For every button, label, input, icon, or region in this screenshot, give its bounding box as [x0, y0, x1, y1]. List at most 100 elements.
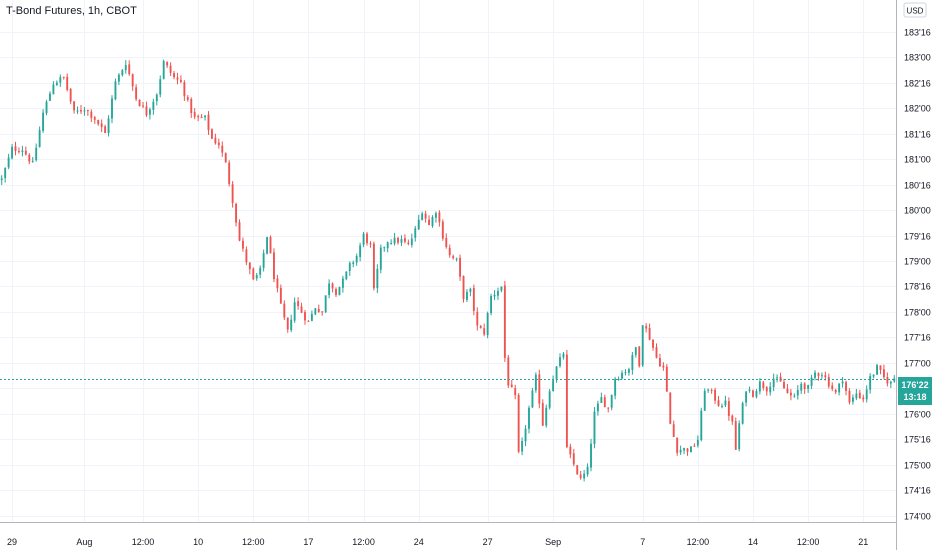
- candle-body: [858, 392, 861, 399]
- candle-body: [314, 308, 317, 315]
- x-tick-label: 12:00: [687, 537, 710, 547]
- candle-body: [548, 391, 551, 408]
- candle-body: [379, 247, 382, 270]
- candle-body: [80, 109, 82, 112]
- grid-layer: [0, 0, 896, 522]
- candle-body: [514, 388, 517, 396]
- candle-body: [555, 366, 558, 380]
- candle-body: [35, 147, 38, 161]
- x-tick-label: 12:00: [132, 537, 155, 547]
- candle-body: [297, 301, 300, 306]
- candle-body: [545, 407, 548, 426]
- candle-body: [248, 262, 251, 270]
- candle-body: [603, 397, 606, 408]
- candle-body: [190, 98, 193, 114]
- candle-body: [193, 112, 196, 117]
- candle-body: [18, 151, 20, 153]
- candle-body: [28, 155, 31, 162]
- candle-body: [459, 257, 462, 277]
- candle-body: [434, 213, 437, 218]
- candle-body: [807, 385, 810, 389]
- candle-body: [848, 390, 851, 403]
- candle-body: [893, 378, 896, 382]
- candle-body: [228, 162, 231, 184]
- candle-body: [286, 317, 289, 330]
- y-tick-label: 178'00: [904, 308, 931, 318]
- candle-body: [348, 263, 351, 271]
- candle-body: [145, 106, 148, 116]
- candle-body: [569, 446, 572, 455]
- candle-body: [197, 116, 200, 118]
- candle-body: [49, 93, 51, 101]
- candle-body: [352, 262, 355, 264]
- candle-body: [359, 245, 362, 257]
- candle-body: [341, 278, 344, 288]
- x-tick-label: 12:00: [797, 537, 820, 547]
- candle-body: [200, 116, 203, 118]
- candle-body: [148, 109, 151, 115]
- scroll-handle[interactable]: [898, 530, 932, 550]
- candle-body: [69, 88, 72, 102]
- candle-body: [621, 373, 623, 379]
- x-tick-label: Aug: [76, 537, 92, 547]
- candle-body: [24, 150, 27, 155]
- y-axis-labels: 183'16 183'00 182'16 182'00 181'16 181'00 180'…: [904, 28, 931, 522]
- y-tick-label: 179'16: [904, 232, 931, 242]
- y-tick-label: 175'00: [904, 461, 931, 471]
- x-tick-label: 17: [303, 537, 313, 547]
- candle-body: [162, 60, 165, 79]
- x-tick-label: 14: [748, 537, 758, 547]
- candle-body: [321, 311, 324, 313]
- candle-body: [100, 123, 103, 128]
- candle-body: [889, 381, 892, 384]
- candle-body: [207, 114, 210, 131]
- candle-body: [769, 386, 772, 393]
- y-tick-label: 174'16: [904, 486, 931, 496]
- candle-body: [528, 407, 530, 429]
- candle-body: [466, 292, 468, 300]
- currency-label: USD: [907, 7, 924, 16]
- candle-body: [879, 365, 882, 370]
- candle-body: [414, 228, 417, 238]
- currency-button[interactable]: USD: [903, 2, 927, 18]
- candle-body: [397, 237, 399, 243]
- candle-body: [662, 365, 665, 368]
- candle-body: [283, 303, 286, 318]
- candle-body: [59, 77, 62, 83]
- x-tick-label: Sep: [545, 537, 561, 547]
- candle-body: [42, 112, 45, 131]
- y-tick-label: 180'00: [904, 206, 931, 216]
- candle-body: [576, 465, 579, 475]
- candle-body: [117, 74, 120, 82]
- candle-body: [293, 302, 296, 321]
- candle-body: [855, 393, 858, 399]
- candle-body: [765, 387, 768, 392]
- candle-body: [693, 445, 696, 447]
- candle-body: [793, 395, 796, 397]
- candle-body: [762, 382, 765, 389]
- candle-body: [586, 466, 589, 475]
- candle-body: [607, 407, 610, 409]
- candle-body: [4, 168, 7, 179]
- candle-body: [462, 276, 465, 300]
- candle-body: [335, 288, 337, 296]
- candle-body: [872, 374, 875, 377]
- candle-body: [142, 105, 144, 107]
- candle-body: [445, 237, 448, 248]
- x-tick-label: 10: [193, 537, 203, 547]
- candle-body: [52, 84, 55, 95]
- candle-body: [138, 99, 141, 107]
- x-tick-label: 29: [7, 537, 17, 547]
- candle-body: [224, 153, 227, 163]
- candle-body: [776, 377, 779, 379]
- candle-body: [407, 242, 410, 245]
- candle-body: [641, 325, 644, 366]
- candle-body: [755, 391, 758, 397]
- candle-body: [135, 87, 138, 100]
- candle-body: [93, 117, 96, 120]
- candle-body: [273, 252, 275, 280]
- candle-body: [472, 287, 475, 311]
- candle-body: [235, 203, 238, 223]
- candle-body: [562, 353, 565, 358]
- candle-body: [503, 285, 506, 358]
